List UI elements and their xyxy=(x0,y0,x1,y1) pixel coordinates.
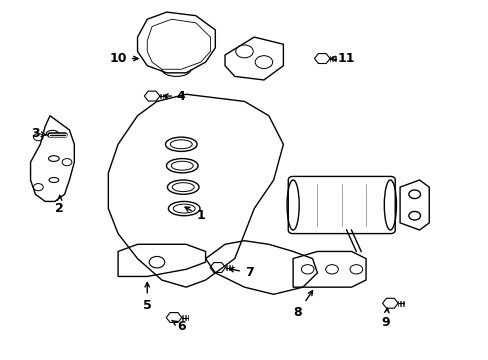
Text: 8: 8 xyxy=(293,291,312,319)
Text: 1: 1 xyxy=(184,207,204,222)
Text: 7: 7 xyxy=(229,266,253,279)
Text: 5: 5 xyxy=(142,283,151,311)
Text: 6: 6 xyxy=(171,320,185,333)
Text: 4: 4 xyxy=(163,90,185,103)
Text: 11: 11 xyxy=(330,52,355,65)
Text: 2: 2 xyxy=(55,196,64,215)
Text: 10: 10 xyxy=(109,52,138,65)
Text: 9: 9 xyxy=(381,308,389,329)
Text: 3: 3 xyxy=(31,127,46,140)
